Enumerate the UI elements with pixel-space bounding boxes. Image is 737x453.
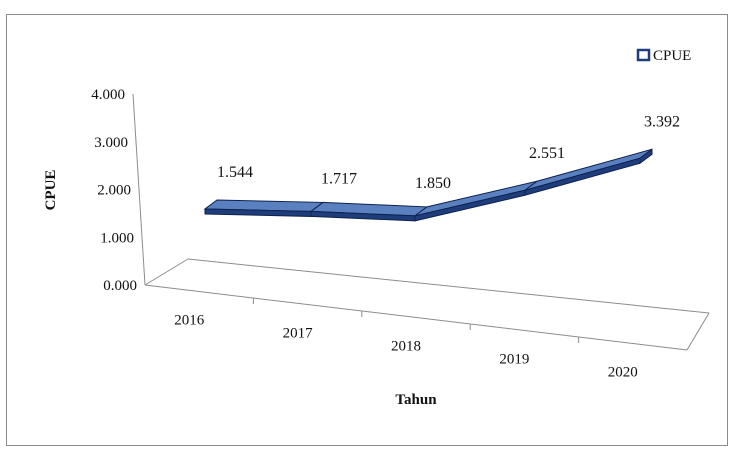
chart-axes [132,93,710,351]
floor-back [187,258,710,314]
floor-right [686,312,710,351]
ribbon-segment-front [524,157,641,196]
x-axis-front [144,284,688,351]
cpue-series [203,148,653,222]
y-tick-label: 4.000 [91,87,125,103]
y-tick-label: 1.000 [100,230,134,246]
data-label: 3.392 [644,113,680,130]
x-tick-label: 2020 [608,365,638,381]
y-axis-line [132,93,146,286]
data-labels: 1.544 1.717 1.850 2.551 3.392 [217,113,680,192]
x-tick-label: 2019 [499,352,529,368]
legend-label: CPUE [653,48,691,64]
y-axis-ticks: 0.000 1.000 2.000 3.000 4.000 [91,87,137,294]
x-tick-label: 2018 [391,339,421,355]
y-tick-label: 2.000 [97,183,131,199]
data-label: 1.544 [217,164,253,181]
data-label: 2.551 [529,145,565,162]
x-axis-ticks: 2016 2017 2018 2019 2020 [174,298,638,381]
data-label: 1.850 [415,175,451,192]
ribbon-end-cap [639,148,653,165]
legend-swatch [636,48,651,62]
legend: CPUE [636,48,691,64]
y-tick-label: 3.000 [94,135,128,151]
x-tick-label: 2016 [174,313,205,329]
x-tick-label: 2017 [283,326,314,342]
x-axis-title: Tahun [395,392,437,408]
floor-left [144,258,189,286]
chart-frame [6,14,728,446]
y-axis-title: CPUE [43,170,59,211]
y-tick-label: 0.000 [103,278,137,294]
data-label: 1.717 [321,170,357,187]
